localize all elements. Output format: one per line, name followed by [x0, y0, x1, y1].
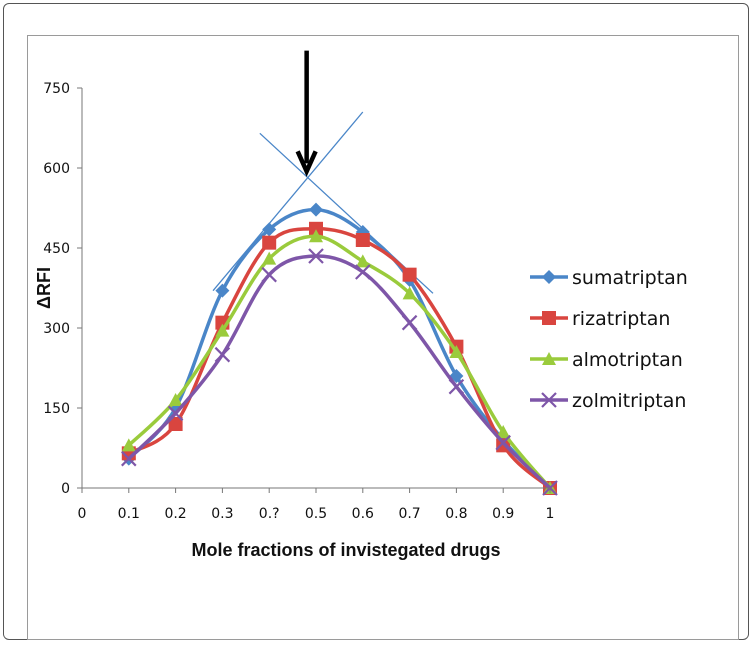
arrow-head — [295, 150, 318, 177]
data-point-almotriptan — [496, 425, 511, 438]
data-point-sumatriptan — [215, 283, 230, 298]
x-tick-label: 0.9 — [492, 506, 514, 522]
x-tick-label: 1 — [546, 506, 555, 522]
series-zolmitriptan — [121, 248, 558, 496]
data-point-almotriptan — [355, 254, 370, 268]
series-line-almotriptan — [127, 234, 552, 490]
series-line-sumatriptan — [127, 207, 552, 490]
arrow-layer — [295, 50, 318, 177]
data-point-sumatriptan — [262, 222, 277, 237]
legend-marker — [542, 311, 556, 325]
legend-marker — [542, 352, 556, 365]
data-point-zolmitriptan — [495, 434, 511, 451]
legend-entry-sumatriptan: sumatriptan — [530, 267, 688, 289]
series-rizatriptan — [121, 221, 557, 495]
data-point-almotriptan — [262, 251, 277, 265]
y-tick-label: 600 — [43, 161, 70, 177]
data-point-sumatriptan — [309, 202, 323, 217]
legend-label: sumatriptan — [572, 267, 688, 289]
data-point-rizatriptan — [402, 267, 417, 282]
legend-marker — [542, 270, 556, 284]
legend-entry-zolmitriptan: zolmitriptan — [530, 390, 686, 412]
x-tick-label: 0.1 — [118, 506, 140, 522]
data-point-rizatriptan — [309, 221, 323, 236]
x-tick-label: 0 — [78, 506, 87, 522]
legend-entry-almotriptan: almotriptan — [530, 349, 683, 371]
x-tick-label: 0.7 — [398, 506, 420, 522]
data-point-zolmitriptan — [355, 264, 371, 280]
x-axis-title: Mole fractions of invistegated drugs — [191, 540, 500, 560]
legend-label: zolmitriptan — [572, 390, 686, 412]
x-tick-label: 0.6 — [352, 506, 374, 522]
y-tick-label: 300 — [43, 321, 70, 337]
x-tick-label: 0.5 — [305, 506, 327, 522]
data-point-zolmitriptan — [401, 314, 418, 331]
data-point-almotriptan — [168, 393, 183, 406]
data-point-rizatriptan — [262, 235, 277, 250]
data-point-zolmitriptan — [214, 346, 231, 363]
data-point-almotriptan — [309, 229, 323, 243]
x-tick-label: 0.8 — [445, 506, 467, 522]
data-point-almotriptan — [215, 323, 230, 337]
data-point-almotriptan — [449, 345, 464, 358]
series-layer — [121, 202, 558, 496]
y-tick-label: 450 — [43, 241, 70, 257]
data-point-almotriptan — [121, 438, 136, 452]
chart-area — [27, 35, 739, 640]
y-axis-title: ΔRFI — [34, 267, 54, 309]
tangent-line — [212, 111, 364, 292]
data-point-zolmitriptan — [121, 450, 137, 467]
data-point-zolmitriptan — [448, 378, 465, 395]
data-point-zolmitriptan — [167, 405, 184, 422]
legend-label: rizatriptan — [572, 308, 670, 330]
legend: sumatriptan rizatriptan almotriptan zolmitr… — [530, 267, 688, 412]
data-point-almotriptan — [402, 286, 417, 300]
x-tick-label: 0.? — [259, 506, 280, 522]
legend-marker — [541, 392, 557, 408]
y-tick-label: 750 — [43, 81, 70, 97]
x-tick-label: 0.2 — [164, 506, 186, 522]
data-point-rizatriptan — [355, 233, 370, 247]
data-point-zolmitriptan — [308, 248, 324, 264]
axes-layer: 0 0.1 0.2 0.3 0.? 0.5 0.6 0.7 0.8 0.9 1 0 150 300 450 6… — [43, 81, 554, 522]
series-line-zolmitriptan — [127, 254, 552, 490]
series-almotriptan — [121, 229, 557, 494]
series-line-rizatriptan — [127, 227, 552, 490]
x-tick-label: 0.3 — [211, 506, 233, 522]
y-tick-label: 0 — [61, 481, 70, 497]
y-tick-label: 150 — [43, 401, 70, 417]
data-point-rizatriptan — [168, 417, 183, 431]
data-point-zolmitriptan — [261, 266, 277, 283]
legend-entry-rizatriptan: rizatriptan — [530, 308, 670, 330]
legend-label: almotriptan — [572, 349, 683, 371]
